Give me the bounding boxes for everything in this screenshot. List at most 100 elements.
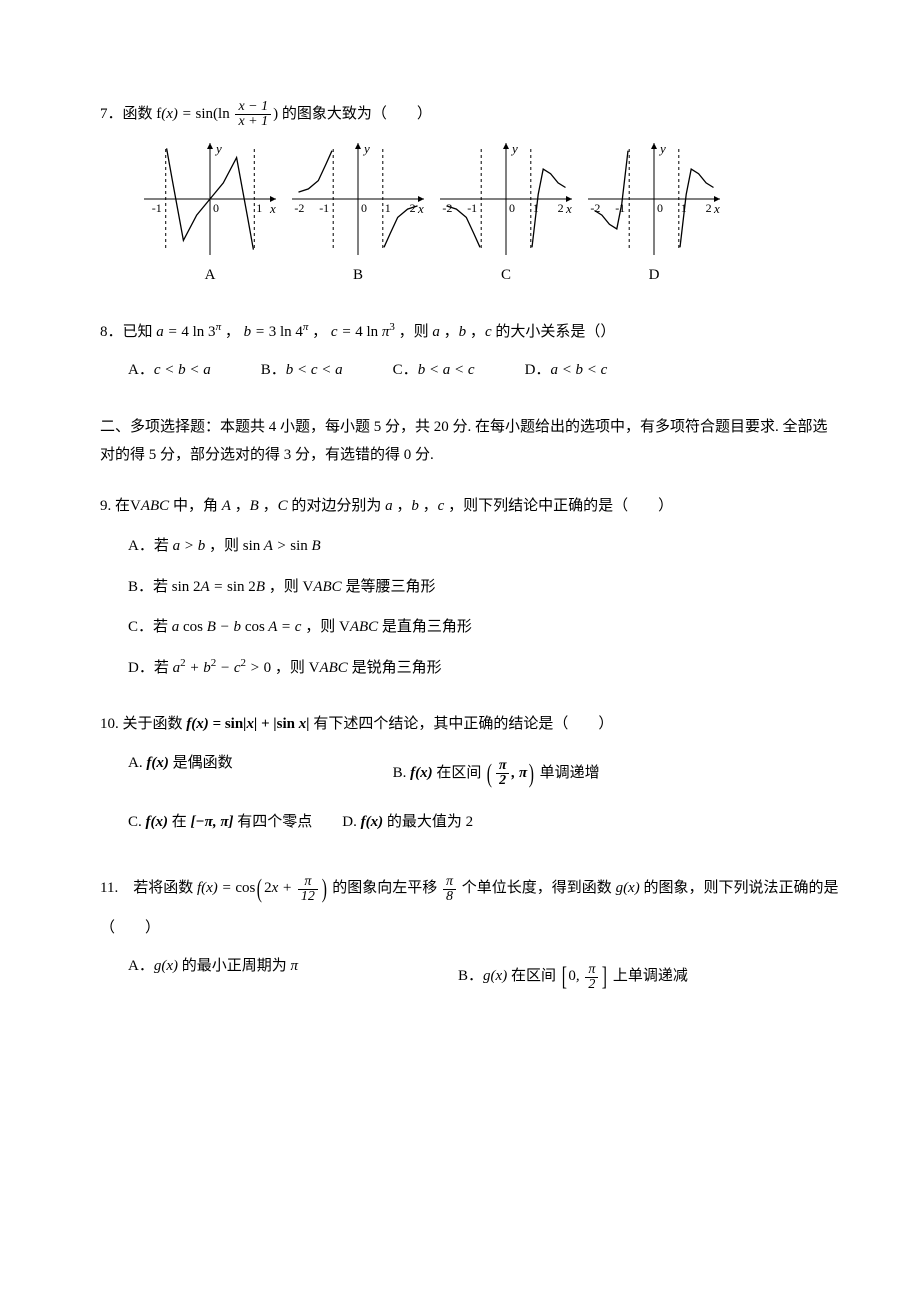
q8-opt-c-expr: b < a < c <box>418 362 475 378</box>
q11-shiftnum: π <box>443 875 456 890</box>
q10-row1: A. f(x) 是偶函数 B. f(x) 在区间 (π2, π) 单调递增 <box>128 749 840 798</box>
q10a-pre: A. <box>128 755 146 771</box>
svg-text:x: x <box>269 201 276 216</box>
q9c-post: ，则 <box>301 619 339 635</box>
q10b-comma: , π <box>511 765 527 781</box>
q9b-pre: B．若 <box>128 579 172 595</box>
q10a-post: 是偶函数 <box>169 755 233 771</box>
q11b-l: 0, <box>568 968 583 984</box>
q8-stem: 8．已知 a = 4 ln 3π ， b = 3 ln 4π ， c = 4 l… <box>100 318 840 347</box>
q9-pre: 9. 在 <box>100 498 130 514</box>
q8-a: a = 4 ln 3π <box>156 324 221 340</box>
q11b-frac: π2 <box>585 963 598 992</box>
q10d-pre: D. <box>342 814 360 830</box>
q11a-pre: A． <box>128 958 154 974</box>
q10c-int: [−π, π] <box>191 814 234 830</box>
q9d-tri: VABC <box>309 660 348 676</box>
q11b-den: 2 <box>585 978 598 992</box>
q9-opt-a: A．若 a > b ，则 sin A > sin B <box>128 532 840 561</box>
q9c-post2: 是直角三角形 <box>378 619 472 635</box>
close-paren-icon: ) <box>322 864 327 913</box>
q8-b: b = 3 ln 4π <box>244 324 309 340</box>
close-paren-icon: ) <box>529 749 534 798</box>
svg-text:0: 0 <box>213 201 219 215</box>
q7-frac-num: x − 1 <box>235 100 271 115</box>
q8-opt-b-expr: b < c < a <box>286 362 343 378</box>
q9a-expr2: sin A > sin B <box>243 538 321 554</box>
q8-opt-c: C．b < a < c <box>393 356 475 385</box>
q8-c: c = 4 ln π3 <box>331 324 395 340</box>
q9-tri: VABC <box>130 498 169 514</box>
q11-gx: g(x) <box>616 881 640 897</box>
q10-opt-d: D. f(x) 的最大值为 2 <box>342 808 473 837</box>
q10-post: 有下述四个结论，其中正确的结论是（ ） <box>313 716 613 732</box>
svg-text:1: 1 <box>256 201 262 215</box>
q11-argnum: π <box>298 875 318 890</box>
q10d-expr: f(x) <box>361 814 384 830</box>
q11-argden: 12 <box>298 890 318 904</box>
svg-text:-2: -2 <box>294 201 304 215</box>
question-8: 8．已知 a = 4 ln 3π ， b = 3 ln 4π ， c = 4 l… <box>100 318 840 385</box>
q10b-num: π <box>496 759 510 774</box>
q11-stem: 11. 若将函数 f(x) = cos(2x + π12) 的图象向左平移 π8… <box>100 864 840 942</box>
q9d-expr: a2 + b2 − c2 > 0 <box>173 660 272 676</box>
q11-row1: A．g(x) 的最小正周期为 π B．g(x) 在区间 [0, π2] 上单调递… <box>128 952 840 1001</box>
question-7: 7．函数 f(x) = sin(ln x − 1 x + 1 ) 的图象大致为（… <box>100 100 840 290</box>
q9a-pre: A．若 <box>128 538 173 554</box>
q9-stem: 9. 在VABC 中，角 A ，B ，C 的对边分别为 a ，b ，c ，则下列… <box>100 492 840 521</box>
svg-text:-1: -1 <box>467 201 477 215</box>
q8-opt-d-expr: a < b < c <box>550 362 607 378</box>
svg-text:y: y <box>658 141 666 156</box>
q9b-post2: 是等腰三角形 <box>342 579 436 595</box>
q9c-pre: C．若 <box>128 619 172 635</box>
q10c-expr: f(x) <box>146 814 169 830</box>
q7-chart-D: yx0-2-112D <box>584 139 724 290</box>
q7-fn-lhs: f(x) = sin(ln <box>156 106 229 122</box>
q10-opt-a: A. f(x) 是偶函数 <box>128 749 233 798</box>
q11-pre: 11. 若将函数 <box>100 881 197 897</box>
open-paren-icon: ( <box>487 749 492 798</box>
q7-fraction: x − 1 x + 1 <box>235 100 271 129</box>
open-paren-icon: ( <box>257 864 262 913</box>
svg-text:y: y <box>214 141 222 156</box>
q9b-expr: sin 2A = sin 2B <box>172 579 265 595</box>
svg-text:1: 1 <box>385 201 391 215</box>
q11-argfrac: π12 <box>298 875 318 904</box>
q7-suffix: 的图象大致为（ ） <box>282 106 432 122</box>
q11-mid2: 个单位长度，得到函数 <box>462 881 616 897</box>
q7-chart-label: A <box>140 261 280 290</box>
q7-chart-label: D <box>584 261 724 290</box>
q10b-frac: π2 <box>496 759 510 788</box>
q8-pre: 8．已知 <box>100 324 156 340</box>
svg-text:-1: -1 <box>152 201 162 215</box>
q9-opt-c: C．若 a cos B − b cos A = c ，则 VABC 是直角三角形 <box>128 613 840 642</box>
svg-text:y: y <box>510 141 518 156</box>
q10d-post: 的最大值为 2 <box>383 814 473 830</box>
q9d-pre: D．若 <box>128 660 173 676</box>
q10c-pre: C. <box>128 814 146 830</box>
q9a-post: ，则 <box>205 538 243 554</box>
q10-opt-b: B. f(x) 在区间 (π2, π) 单调递增 <box>393 749 600 798</box>
svg-text:0: 0 <box>657 201 663 215</box>
svg-text:x: x <box>417 201 424 216</box>
svg-text:x: x <box>565 201 572 216</box>
q9b-post: ，则 <box>265 579 303 595</box>
q7-chart-A: y x 0 -1 1 A <box>140 139 280 290</box>
q10a-expr: f(x) <box>146 755 169 771</box>
q7-prefix: 7．函数 <box>100 106 156 122</box>
q10b-expr: f(x) <box>410 765 433 781</box>
q9a-expr: a > b <box>173 538 206 554</box>
q11b-expr: g(x) <box>483 968 507 984</box>
svg-text:-1: -1 <box>319 201 329 215</box>
q10b-post: 在区间 <box>433 765 486 781</box>
q9b-tri: VABC <box>303 579 342 595</box>
q9-opt-b: B．若 sin 2A = sin 2B ，则 VABC 是等腰三角形 <box>128 573 840 602</box>
svg-text:y: y <box>362 141 370 156</box>
q10b-pre: B. <box>393 765 411 781</box>
q10b-den: 2 <box>496 774 510 788</box>
q7-stem: 7．函数 f(x) = sin(ln x − 1 x + 1 ) 的图象大致为（… <box>100 100 840 129</box>
q8-opt-b: B．b < c < a <box>261 356 343 385</box>
q9d-post2: 是锐角三角形 <box>348 660 442 676</box>
q11-mid: 的图象向左平移 <box>332 881 441 897</box>
q7-chart-B: yx0-2-112B <box>288 139 428 290</box>
